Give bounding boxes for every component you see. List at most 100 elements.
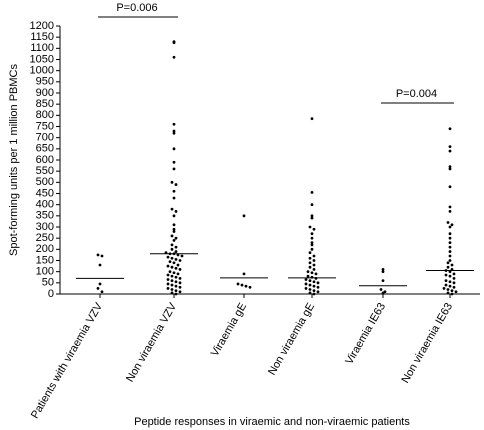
data-point <box>312 292 316 296</box>
data-point <box>452 272 456 276</box>
y-tick-label: 1150 <box>30 31 54 43</box>
data-point <box>174 257 178 261</box>
data-point <box>312 263 316 267</box>
data-point <box>170 247 174 251</box>
data-point <box>172 239 176 242</box>
data-point <box>446 221 450 224</box>
data-point <box>444 283 448 287</box>
data-point <box>180 254 184 258</box>
data-point <box>454 290 458 294</box>
y-tick-label: 400 <box>36 199 54 211</box>
data-point <box>172 40 176 44</box>
data-point <box>170 291 174 295</box>
data-point <box>244 284 248 288</box>
data-point <box>310 241 314 245</box>
y-tick-label: 100 <box>36 266 54 278</box>
data-point <box>452 276 456 280</box>
x-axis-label: Peptide responses in viraemic and non-vi… <box>134 416 410 428</box>
data-point <box>174 284 178 288</box>
data-point <box>172 223 176 227</box>
data-point <box>308 256 312 260</box>
data-point <box>452 281 456 285</box>
data-point <box>316 285 320 289</box>
y-tick-label: 300 <box>36 221 54 233</box>
data-point <box>312 268 316 271</box>
data-point <box>178 285 182 289</box>
data-point <box>448 167 452 171</box>
y-tick-label: 500 <box>36 176 54 188</box>
y-tick-label: 1100 <box>30 42 54 54</box>
y-tick-label: 850 <box>36 98 54 110</box>
x-tick-label: Viraemia IE63 <box>343 301 388 367</box>
data-point <box>310 236 314 240</box>
data-point <box>174 245 178 249</box>
data-point <box>174 266 178 270</box>
x-tick-label: Viraemia gE <box>209 301 249 359</box>
data-point <box>446 265 450 269</box>
data-point <box>176 272 180 276</box>
data-point <box>172 55 176 59</box>
data-point <box>308 225 312 229</box>
data-point <box>306 274 310 278</box>
data-point <box>446 261 450 265</box>
data-point <box>379 288 383 291</box>
data-point <box>174 209 178 213</box>
data-point <box>166 287 170 290</box>
data-point <box>166 264 170 268</box>
data-point <box>100 254 104 258</box>
y-tick-label: 1000 <box>30 65 54 77</box>
x-tick-label: Non viraemia VZV <box>124 300 179 384</box>
data-point <box>310 214 314 218</box>
p-value: P=0.004 <box>396 88 437 100</box>
data-point <box>306 270 310 274</box>
data-point <box>312 254 316 258</box>
data-point <box>170 265 174 269</box>
data-point <box>310 247 314 251</box>
data-point <box>172 122 176 126</box>
data-point <box>312 289 316 293</box>
data-point <box>98 263 102 267</box>
data-point <box>448 284 452 288</box>
data-point <box>381 279 385 282</box>
data-point <box>170 288 174 291</box>
data-point <box>242 214 246 218</box>
data-point <box>448 232 452 236</box>
data-point <box>308 261 312 265</box>
y-tick-label: 450 <box>36 187 54 199</box>
data-point <box>168 260 172 264</box>
data-point <box>310 232 314 236</box>
y-tick-label: 350 <box>36 210 54 222</box>
data-point <box>448 280 452 284</box>
data-point <box>308 283 312 287</box>
data-point <box>312 227 316 231</box>
data-point <box>310 243 314 247</box>
data-point <box>178 281 182 285</box>
data-point <box>310 117 314 121</box>
data-point <box>381 270 385 274</box>
data-point <box>248 285 252 289</box>
data-point <box>304 287 308 290</box>
data-point <box>314 272 318 276</box>
data-point <box>448 236 452 240</box>
y-tick-label: 150 <box>36 254 54 266</box>
data-point <box>170 207 174 211</box>
data-point <box>316 290 320 294</box>
y-tick-label: 950 <box>36 76 54 88</box>
data-point <box>172 271 176 275</box>
data-point <box>172 147 176 151</box>
data-point <box>172 167 176 171</box>
data-point <box>172 196 176 200</box>
data-point <box>312 280 316 284</box>
y-tick-label: 0 <box>48 288 54 300</box>
data-point <box>450 292 454 296</box>
data-point <box>452 285 456 289</box>
y-tick-label: 550 <box>36 165 54 177</box>
data-point <box>310 203 314 207</box>
x-tick-label: Non viraemia gE <box>266 301 317 377</box>
data-point <box>448 165 452 169</box>
data-point <box>448 225 452 229</box>
data-point <box>170 279 174 282</box>
data-point <box>308 265 312 269</box>
data-point <box>310 271 314 275</box>
